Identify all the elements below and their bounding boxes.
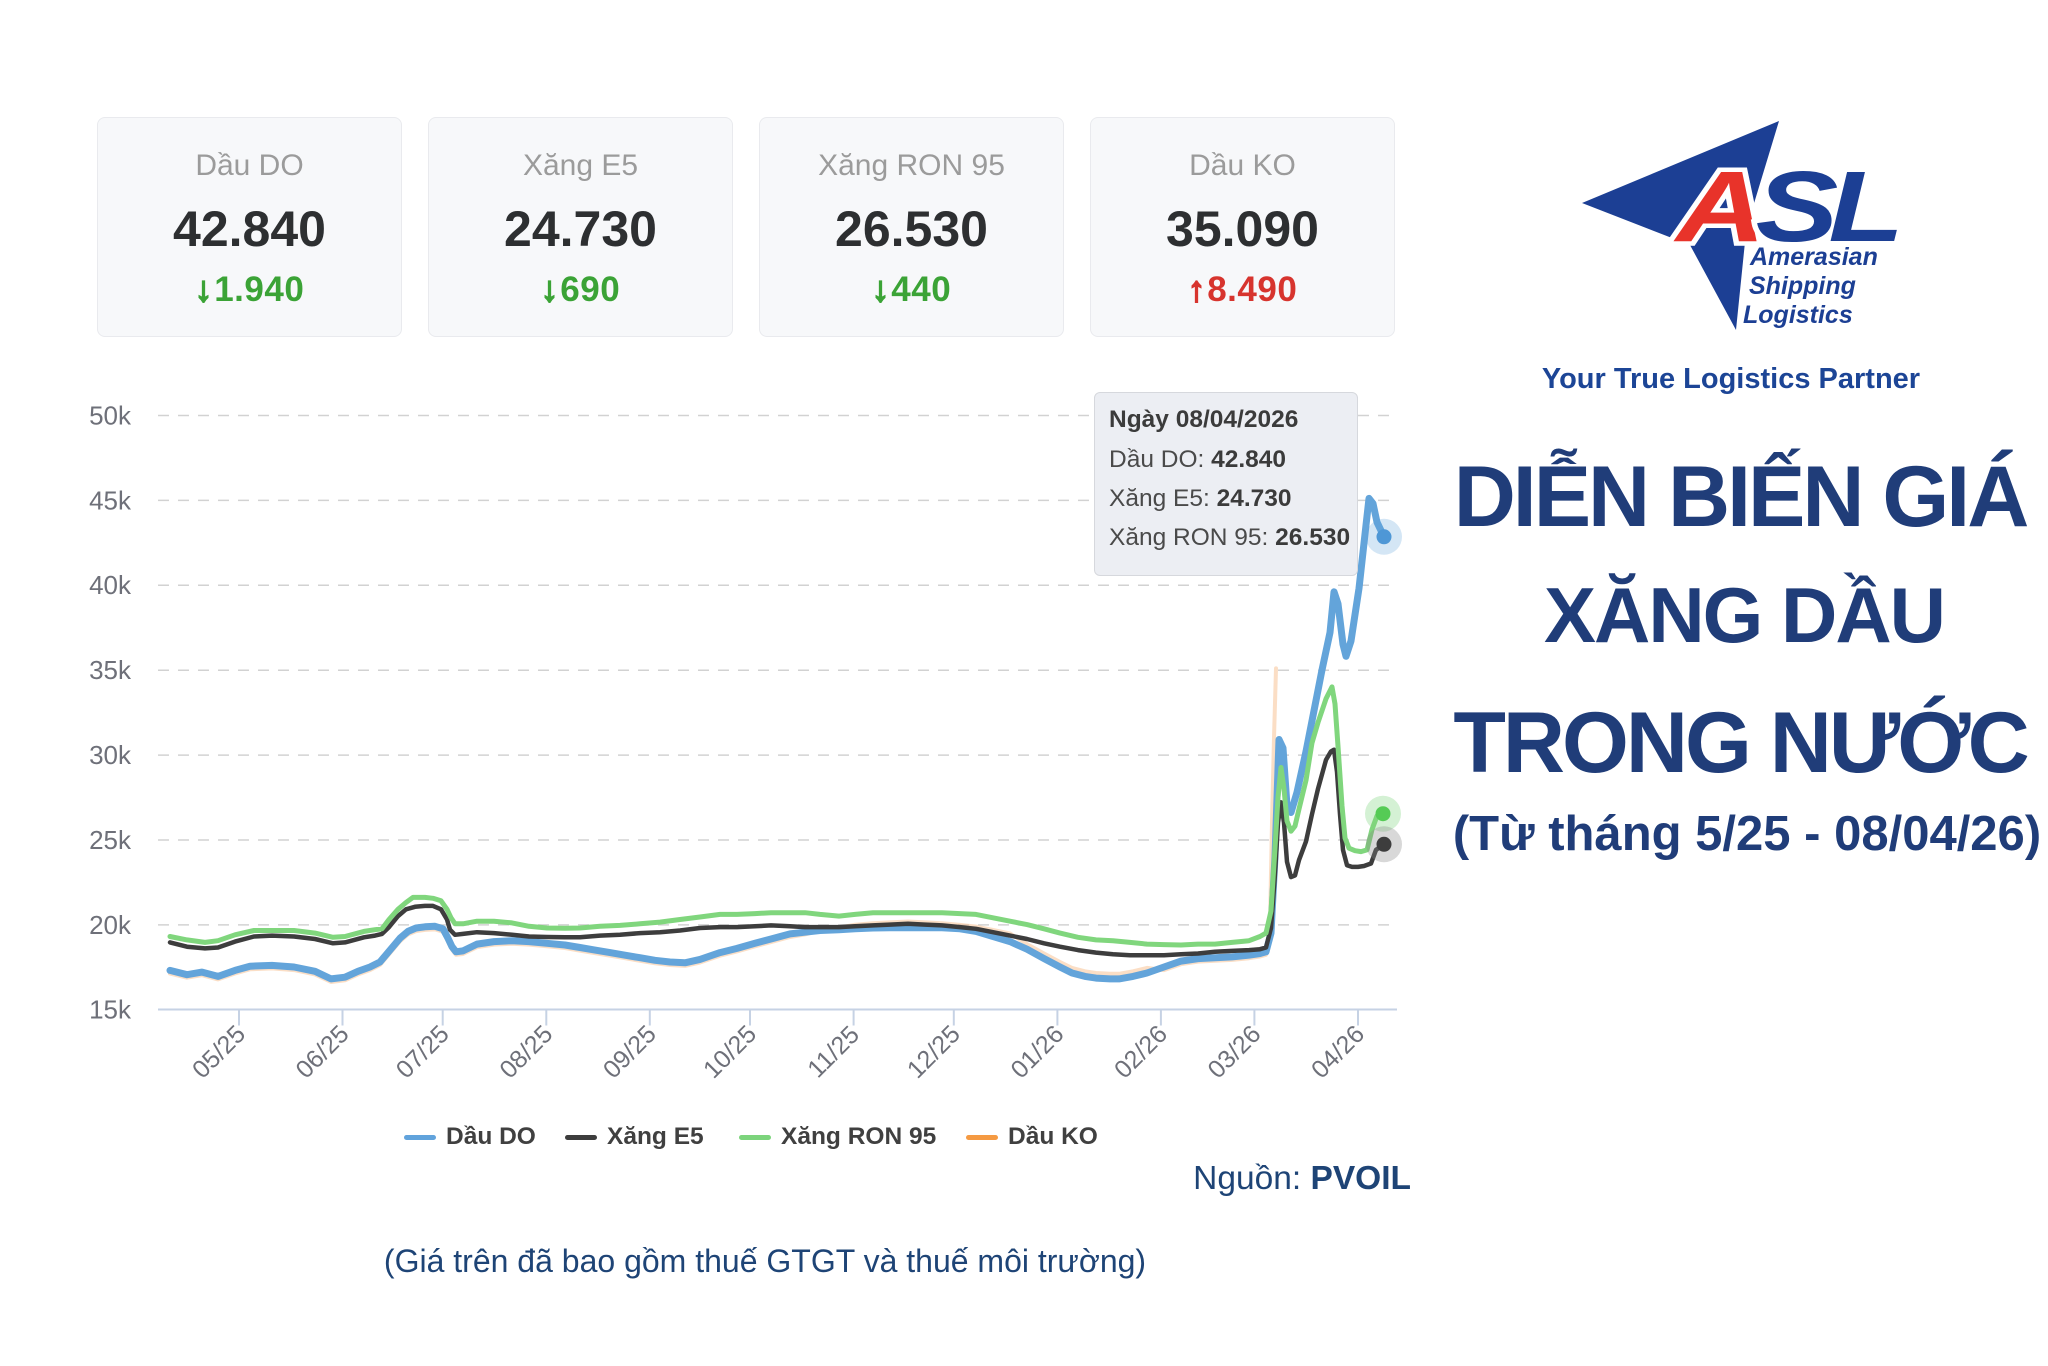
svg-text:50k: 50k (89, 400, 132, 430)
svg-text:08/25: 08/25 (494, 1020, 558, 1084)
svg-text:Logistics: Logistics (1743, 301, 1853, 329)
svg-text:20k: 20k (89, 910, 132, 940)
svg-text:09/25: 09/25 (598, 1020, 662, 1084)
svg-text:ASL: ASL (1673, 150, 1898, 262)
svg-text:04/26: 04/26 (1306, 1020, 1370, 1084)
svg-text:05/25: 05/25 (187, 1020, 251, 1084)
svg-text:07/25: 07/25 (391, 1020, 455, 1084)
svg-text:Shipping: Shipping (1749, 272, 1856, 300)
svg-text:02/26: 02/26 (1109, 1020, 1173, 1084)
svg-text:Amerasian: Amerasian (1749, 243, 1878, 271)
svg-text:45k: 45k (89, 485, 132, 515)
svg-text:03/26: 03/26 (1202, 1020, 1266, 1084)
svg-text:40k: 40k (89, 570, 132, 600)
svg-text:15k: 15k (89, 994, 132, 1024)
svg-text:25k: 25k (89, 825, 132, 855)
svg-text:11/25: 11/25 (802, 1021, 865, 1084)
svg-text:10/25: 10/25 (698, 1020, 762, 1084)
svg-text:06/25: 06/25 (290, 1020, 354, 1084)
svg-text:30k: 30k (89, 740, 132, 770)
svg-text:35k: 35k (89, 655, 132, 685)
svg-text:01/26: 01/26 (1005, 1020, 1069, 1084)
svg-text:12/25: 12/25 (902, 1020, 966, 1084)
